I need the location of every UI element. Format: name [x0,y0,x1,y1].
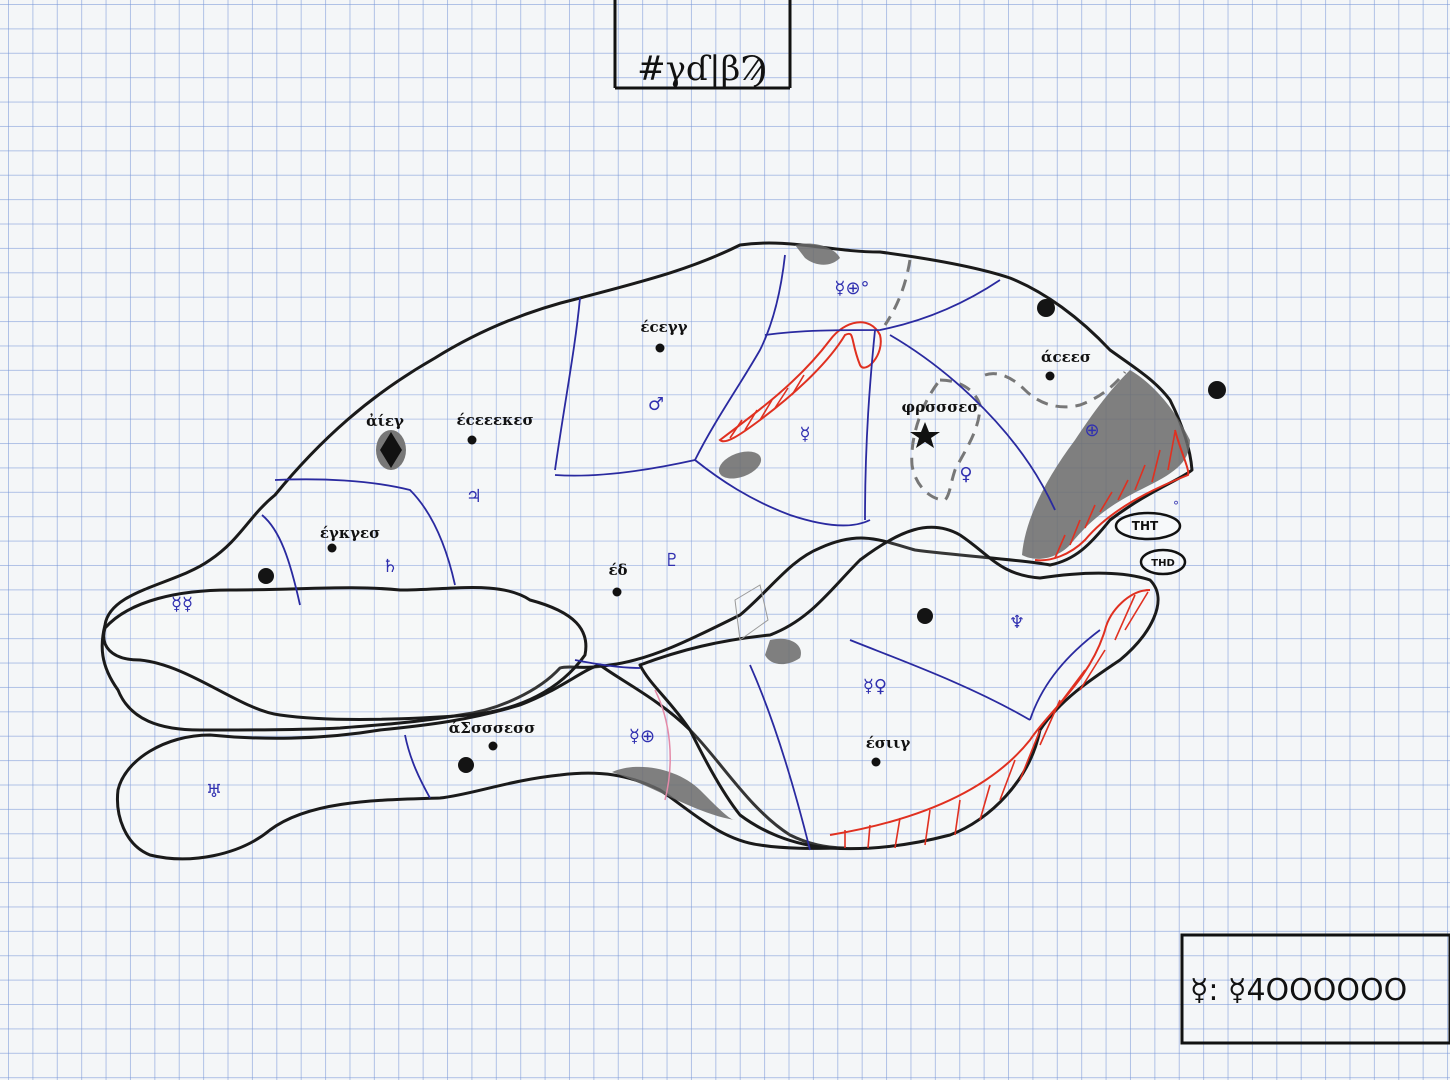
city-label-se: έσιιγ [866,734,911,752]
region-symbol-top-ne: ☿⊕° [834,278,869,299]
east-hatch-lines [1054,431,1176,559]
region-symbol-se: ☿♀ [863,676,887,697]
west-peninsula [102,586,588,722]
region-borders [261,254,1101,851]
dashed-border-east [984,371,1127,409]
scale-legend: ☿: ☿4OOOOOO [1180,933,1450,1045]
region-symbol-nw: ♃ [466,486,482,507]
north-red-ridge [718,321,882,443]
center-shaded-patch [718,451,762,479]
southeast-hatched-coast [829,589,1151,836]
city-label-ne: φρσσσεσ [902,398,979,416]
star-icon [910,422,940,448]
island-tht-symbol: ° [1173,499,1179,513]
region-symbol-far-ne: ⊕ [1084,420,1099,441]
island-thd: THD [1139,548,1187,576]
region-symbol-ne: ♀ [959,464,972,485]
middle-shaded-patch [765,638,801,665]
ridge-hatch-lines [729,374,805,439]
region-symbol-ne-center: ☿ [799,424,810,445]
southeast-lobe [638,525,1160,851]
city-label-n: έcεεεκεσ [456,411,533,429]
city-dots [327,343,1055,767]
region-symbol-w: ♄ [382,556,398,577]
region-symbol-far-w: ☿☿ [171,594,193,615]
city-label-nw: ἀίεγ [366,412,404,430]
sketch-mark [734,584,769,641]
capital-marker [376,430,406,470]
city-label-north-center: έcεγγ [640,318,687,336]
region-symbol-center: ♇ [664,550,680,571]
title-box: #γɗ|βϠ [613,0,792,90]
region-symbol-sw: ♅ [206,781,222,802]
region-symbol-east: ♆ [1009,612,1025,633]
island-tht-label: THT [1132,519,1159,533]
city-label-sw: άΣσσσεσσ [449,719,536,737]
east-shaded-coast [1022,370,1190,559]
scale-legend-text: ☿: ☿4OOOOOO [1190,973,1407,1008]
dark-spots [258,299,1226,773]
island-tht: THT ° [1114,499,1182,541]
southeast-hatch-lines [844,591,1149,849]
east-hatched-edge [1034,429,1190,562]
region-symbol-south: ☿⊕ [629,726,655,747]
north-shaded-patch [795,243,840,265]
region-symbol-north-center: ♂ [648,394,664,415]
city-label-center: έδ [608,561,627,579]
city-label-w: έγκγεσ [320,524,380,542]
island-thd-label: THD [1151,558,1175,569]
dashed-border-ne [883,259,912,326]
south-shaded-patch [612,766,735,820]
city-label-far-ne: άcεεσ [1041,348,1091,366]
map-title: #γɗ|βϠ [637,49,767,89]
